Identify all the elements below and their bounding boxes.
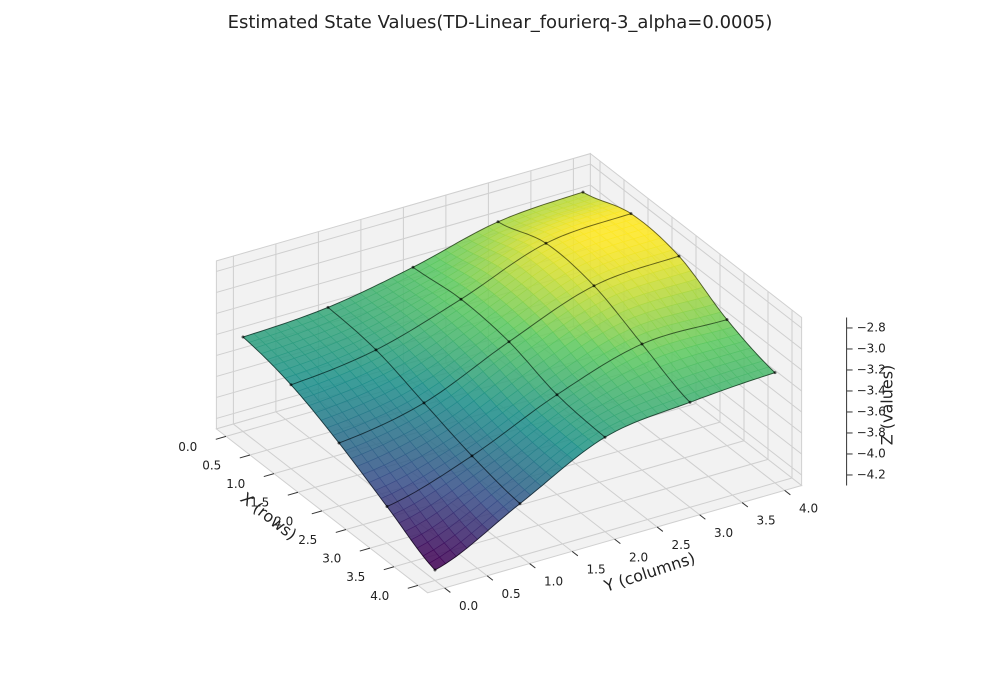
x-tick-label: 3.5 <box>346 570 365 584</box>
y-tick-label: 3.5 <box>757 514 776 528</box>
tick <box>486 575 494 581</box>
y-tick-label: 4.0 <box>799 501 818 515</box>
tick <box>407 584 419 589</box>
surface-point <box>496 220 500 224</box>
surface-point <box>603 435 607 439</box>
x-tick-label: 1.0 <box>226 477 245 491</box>
z-tick-label: −4.2 <box>857 467 886 481</box>
surface-point <box>326 305 330 309</box>
y-tick-label: 0.0 <box>459 599 478 613</box>
surface-point <box>544 241 548 245</box>
x-tick-label: 0.0 <box>178 440 197 454</box>
surface-point <box>433 568 437 572</box>
surface-point <box>581 190 585 194</box>
tick <box>215 435 227 440</box>
surface-point <box>507 340 511 344</box>
chart-title: Estimated State Values(TD-Linear_fourier… <box>228 12 773 33</box>
grid-line <box>216 184 591 293</box>
x-tick-label: 2.5 <box>298 533 317 547</box>
tick <box>311 510 323 515</box>
y-tick-label: 1.5 <box>587 562 606 576</box>
z-tick-label: −3.2 <box>857 362 886 376</box>
surface-point <box>677 254 681 258</box>
z-tick-label: −4.0 <box>857 446 886 460</box>
y-tick-label: 1.0 <box>544 575 563 589</box>
y-tick-label: 0.5 <box>502 587 521 601</box>
surface-point <box>518 502 522 506</box>
surface-point <box>241 335 245 339</box>
tick <box>383 566 395 571</box>
tick <box>239 454 251 459</box>
y-axis-label: Y (columns) <box>601 548 698 596</box>
surface-point <box>459 297 463 301</box>
surface-point <box>337 441 341 445</box>
grid-line <box>233 423 445 589</box>
surface-point <box>629 212 633 216</box>
tick <box>699 514 706 520</box>
x-tick-label: 2.0 <box>274 514 293 528</box>
z-tick-label: −3.8 <box>857 425 886 439</box>
tick <box>656 526 664 532</box>
surface-point <box>411 265 415 269</box>
z-tick-label: −3.4 <box>857 383 886 397</box>
z-tick-label: −3.6 <box>857 404 886 418</box>
x-tick-label: 4.0 <box>370 589 389 603</box>
surface-point <box>422 401 426 405</box>
surface-point <box>773 371 777 375</box>
x-tick-label: 3.0 <box>322 552 341 566</box>
surface-point <box>385 505 389 508</box>
surface-point <box>555 393 559 397</box>
tick <box>784 489 791 496</box>
surface-point <box>470 454 474 458</box>
y-tick-label: 2.5 <box>672 538 691 552</box>
tick <box>359 547 371 552</box>
tick <box>335 529 347 533</box>
tick <box>614 538 621 545</box>
surface-point <box>374 348 378 352</box>
tick <box>444 587 451 593</box>
y-tick-label: 3.0 <box>714 526 733 540</box>
z-axis-label: Z (values) <box>878 365 897 446</box>
tick <box>529 563 536 569</box>
surface-point <box>725 318 729 322</box>
x-tick-label: 1.5 <box>250 496 269 510</box>
tick <box>287 491 299 496</box>
z-tick-label: −2.8 <box>857 320 886 334</box>
surface-point <box>640 342 644 346</box>
tick <box>741 502 749 508</box>
surface-point <box>592 284 596 288</box>
grid-line <box>216 163 591 272</box>
tick <box>571 550 579 557</box>
grid-line <box>590 163 802 329</box>
x-tick-label: 0.5 <box>202 458 221 472</box>
tick <box>263 473 275 478</box>
surface-point <box>688 400 692 404</box>
y-tick-label: 2.0 <box>629 550 648 564</box>
z-tick-label: −3.0 <box>857 341 886 355</box>
surface-point <box>289 383 293 387</box>
